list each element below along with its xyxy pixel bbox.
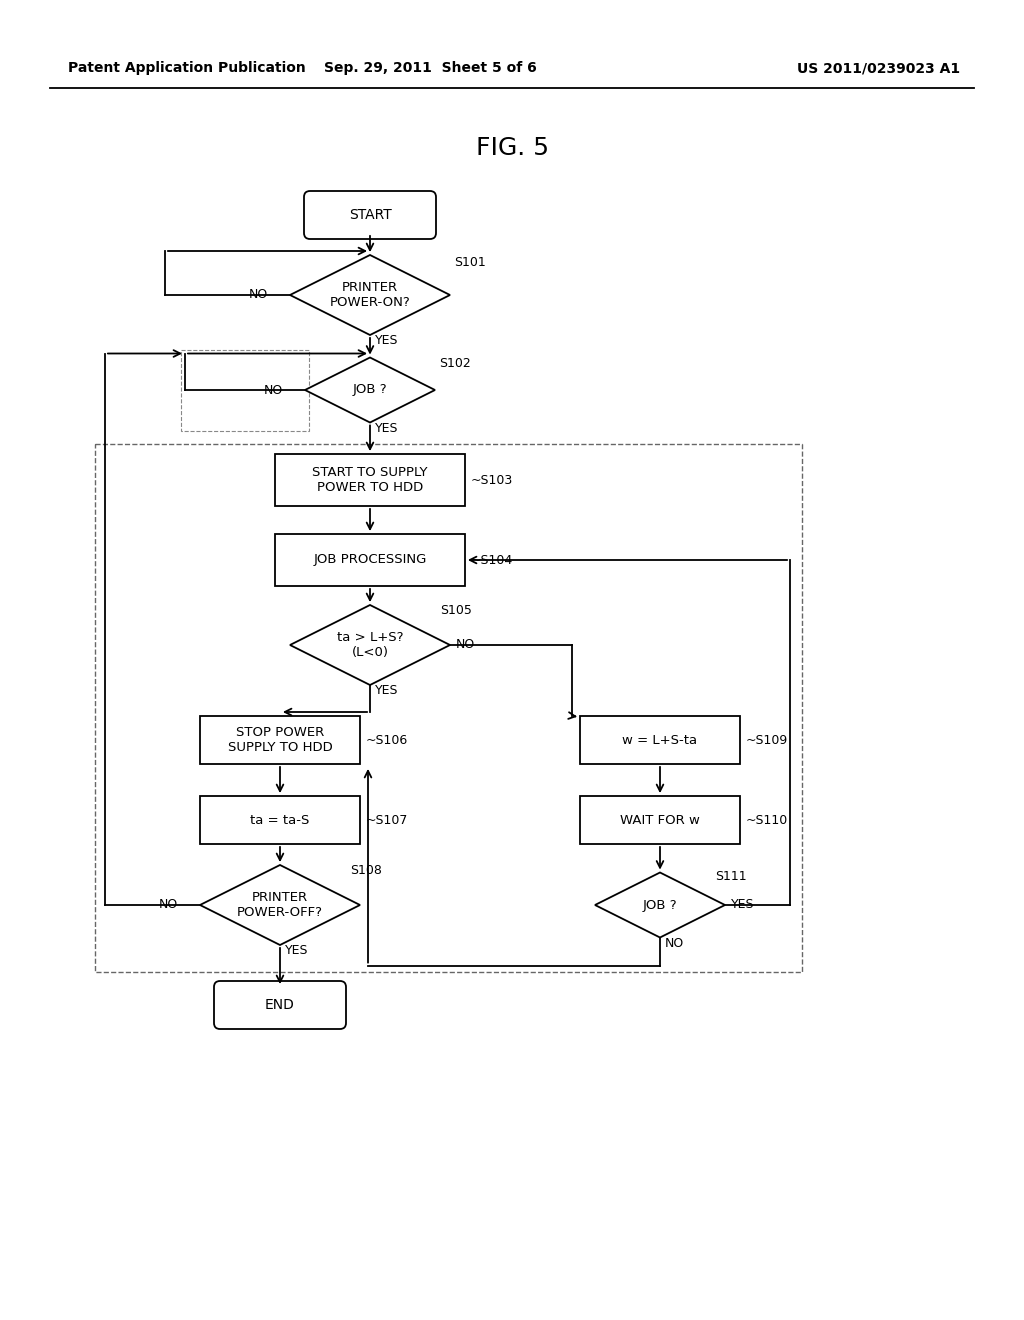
- Text: JOB ?: JOB ?: [643, 899, 677, 912]
- Text: YES: YES: [375, 334, 398, 347]
- Polygon shape: [290, 255, 450, 335]
- Bar: [200, 715, 360, 764]
- Polygon shape: [305, 358, 435, 422]
- Text: S101: S101: [454, 256, 485, 269]
- Bar: [275, 535, 465, 586]
- Text: NO: NO: [264, 384, 283, 396]
- Polygon shape: [290, 605, 450, 685]
- Text: YES: YES: [375, 685, 398, 697]
- Polygon shape: [595, 873, 725, 937]
- Text: PRINTER
POWER-ON?: PRINTER POWER-ON?: [330, 281, 411, 309]
- Text: S105: S105: [440, 605, 472, 618]
- Text: ~S106: ~S106: [366, 734, 409, 747]
- Text: YES: YES: [731, 899, 755, 912]
- Text: START: START: [348, 209, 391, 222]
- Text: WAIT FOR w: WAIT FOR w: [621, 813, 700, 826]
- Bar: [275, 454, 465, 506]
- Text: NO: NO: [159, 899, 178, 912]
- Text: S111: S111: [715, 870, 746, 883]
- Text: US 2011/0239023 A1: US 2011/0239023 A1: [797, 61, 961, 75]
- Text: ta > L+S?
(L<0): ta > L+S? (L<0): [337, 631, 403, 659]
- Text: w = L+S-ta: w = L+S-ta: [623, 734, 697, 747]
- Text: NO: NO: [249, 289, 268, 301]
- Text: NO: NO: [665, 937, 684, 950]
- FancyBboxPatch shape: [214, 981, 346, 1030]
- FancyBboxPatch shape: [304, 191, 436, 239]
- Text: END: END: [265, 998, 295, 1012]
- Text: ~S104: ~S104: [471, 553, 513, 566]
- Text: YES: YES: [285, 945, 308, 957]
- Text: S102: S102: [439, 356, 471, 370]
- Text: ~S109: ~S109: [746, 734, 788, 747]
- Text: START TO SUPPLY
POWER TO HDD: START TO SUPPLY POWER TO HDD: [312, 466, 428, 494]
- Polygon shape: [200, 865, 360, 945]
- Text: PRINTER
POWER-OFF?: PRINTER POWER-OFF?: [237, 891, 323, 919]
- Bar: [580, 796, 740, 843]
- Bar: [200, 796, 360, 843]
- Text: S108: S108: [350, 865, 382, 878]
- Text: NO: NO: [456, 639, 475, 652]
- Text: ta = ta-S: ta = ta-S: [250, 813, 309, 826]
- Text: YES: YES: [375, 422, 398, 436]
- Bar: [181, 350, 309, 430]
- Bar: [580, 715, 740, 764]
- Text: STOP POWER
SUPPLY TO HDD: STOP POWER SUPPLY TO HDD: [227, 726, 333, 754]
- Text: Sep. 29, 2011  Sheet 5 of 6: Sep. 29, 2011 Sheet 5 of 6: [324, 61, 537, 75]
- Text: JOB ?: JOB ?: [352, 384, 387, 396]
- Text: Patent Application Publication: Patent Application Publication: [68, 61, 306, 75]
- Text: FIG. 5: FIG. 5: [475, 136, 549, 160]
- Text: ~S107: ~S107: [366, 813, 409, 826]
- Text: ~S103: ~S103: [471, 474, 513, 487]
- Bar: [95, 444, 802, 972]
- Text: JOB PROCESSING: JOB PROCESSING: [313, 553, 427, 566]
- Text: ~S110: ~S110: [746, 813, 788, 826]
